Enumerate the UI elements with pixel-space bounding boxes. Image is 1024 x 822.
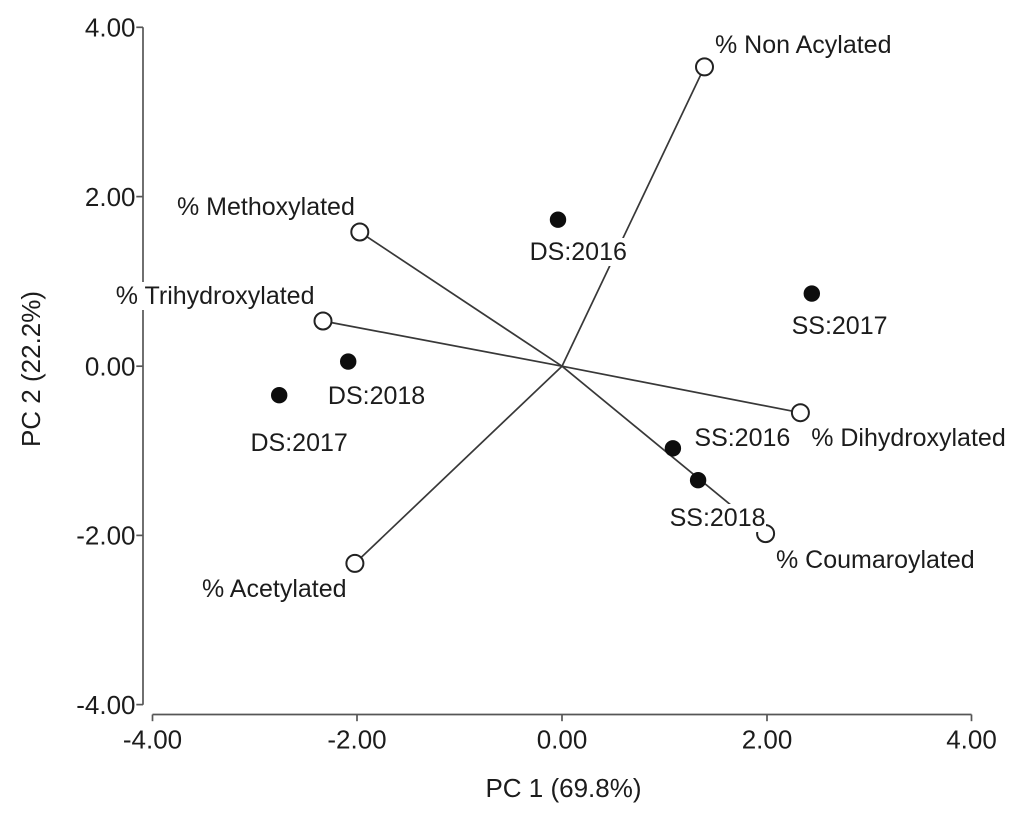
svg-text:-2.00: -2.00 bbox=[76, 521, 135, 551]
svg-text:PC 1 (69.8%): PC 1 (69.8%) bbox=[485, 773, 641, 803]
svg-text:4.00: 4.00 bbox=[946, 725, 997, 755]
svg-text:0.00: 0.00 bbox=[537, 725, 588, 755]
svg-text:-4.00: -4.00 bbox=[123, 725, 182, 755]
svg-text:-4.00: -4.00 bbox=[76, 690, 135, 720]
svg-text:-2.00: -2.00 bbox=[327, 725, 386, 755]
svg-text:PC 2 (22.2%): PC 2 (22.2%) bbox=[16, 291, 46, 447]
svg-text:4.00: 4.00 bbox=[85, 13, 136, 43]
svg-text:0.00: 0.00 bbox=[85, 352, 136, 382]
svg-text:2.00: 2.00 bbox=[85, 182, 136, 212]
svg-text:2.00: 2.00 bbox=[742, 725, 793, 755]
